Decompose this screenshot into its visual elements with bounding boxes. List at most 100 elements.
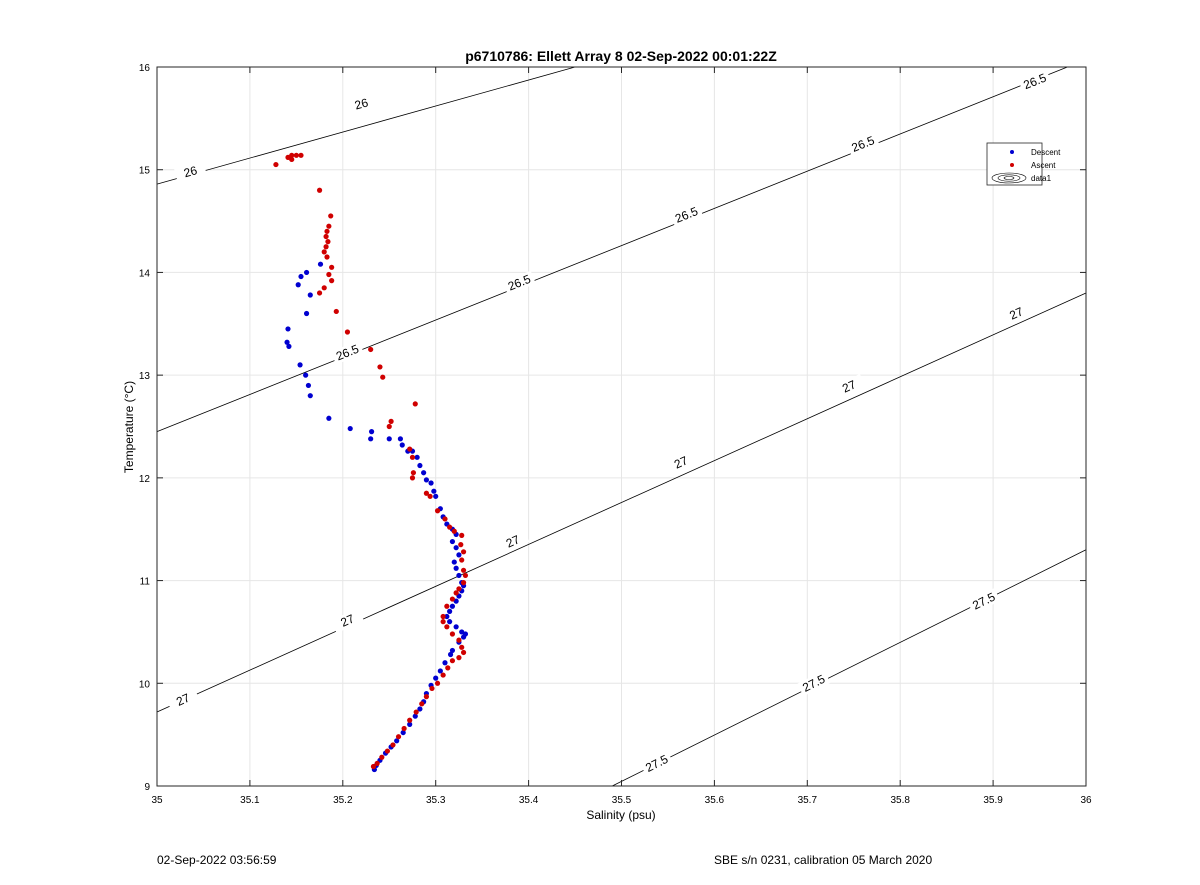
descent-point bbox=[285, 326, 291, 332]
y-tick-label: 13 bbox=[139, 371, 151, 382]
descent-point bbox=[456, 552, 462, 558]
contour-label: 27 bbox=[174, 690, 192, 708]
x-axis-label: Salinity (psu) bbox=[586, 808, 655, 822]
descent-point bbox=[347, 425, 353, 432]
contour-label-bg bbox=[999, 300, 1033, 327]
ascent-point bbox=[440, 619, 446, 625]
ascent-point bbox=[326, 223, 332, 229]
legend-contour-icon bbox=[991, 172, 1027, 184]
contour-label: 27 bbox=[338, 611, 356, 629]
descent-point bbox=[303, 310, 310, 317]
contour-label: 26 bbox=[182, 163, 199, 180]
ascent-point bbox=[456, 637, 462, 643]
contour-label-bg bbox=[797, 670, 831, 697]
x-tick-label: 35.4 bbox=[519, 795, 539, 806]
descent-point bbox=[460, 634, 467, 640]
x-tick-label: 35.6 bbox=[705, 795, 725, 806]
contour-label-bg bbox=[166, 687, 200, 713]
footer-calibration: SBE s/n 0231, calibration 05 March 2020 bbox=[714, 853, 933, 867]
descent-point bbox=[433, 675, 439, 681]
ascent-point bbox=[427, 493, 433, 499]
y-tick-label: 16 bbox=[139, 63, 151, 74]
ascent-point bbox=[444, 603, 450, 609]
isopycnal-line bbox=[156, 66, 576, 185]
ascent-point bbox=[324, 254, 330, 260]
descent-point bbox=[305, 382, 312, 389]
y-tick-label: 10 bbox=[139, 679, 151, 690]
ascent-point bbox=[289, 156, 295, 163]
ascent-point bbox=[458, 542, 464, 548]
ascent-point bbox=[390, 742, 396, 748]
chart-title: p6710786: Ellett Array 8 02-Sep-2022 00:… bbox=[465, 48, 777, 64]
ascent-point bbox=[293, 152, 299, 158]
isopycnal-line bbox=[612, 549, 1087, 787]
ascent-point bbox=[329, 278, 335, 284]
ascent-point bbox=[423, 490, 430, 496]
ascent-point bbox=[419, 701, 425, 707]
ascent-point bbox=[451, 528, 457, 534]
legend-ascent-label: Ascent bbox=[1031, 161, 1056, 170]
descent-point bbox=[368, 436, 374, 442]
contour-label: 27 bbox=[504, 532, 522, 550]
ascent-point bbox=[273, 161, 279, 168]
x-tick-label: 35.8 bbox=[890, 795, 910, 806]
ascent-point bbox=[434, 508, 441, 514]
contour-label-bg bbox=[502, 270, 536, 295]
ascent-point bbox=[462, 572, 469, 579]
ascent-point bbox=[298, 152, 304, 158]
legend-box bbox=[986, 142, 1043, 186]
ascent-point bbox=[368, 346, 374, 353]
contour-label: 26 bbox=[353, 95, 370, 112]
x-tick-label: 35.9 bbox=[983, 795, 1003, 806]
ascent-point bbox=[328, 213, 334, 219]
descent-point bbox=[451, 559, 457, 565]
axis-ticks: 35 35.1 35.2 35.3 35.4 35.5 35.6 35.7 35.8 35.9 36… bbox=[139, 63, 1092, 806]
ascent-point bbox=[440, 613, 446, 620]
descent-point bbox=[317, 261, 324, 267]
ascent-point bbox=[460, 649, 467, 656]
descent-point bbox=[407, 721, 413, 727]
legend[interactable]: Descent Ascent data1 bbox=[986, 142, 1061, 186]
descent-point bbox=[456, 572, 462, 579]
x-tick-label: 35 bbox=[151, 795, 163, 806]
descent-point bbox=[453, 545, 459, 551]
ascent-point bbox=[453, 590, 459, 596]
contour-label-bg bbox=[496, 528, 530, 555]
ascent-point bbox=[413, 709, 419, 715]
contour-label: 27 bbox=[1007, 304, 1025, 322]
descent-point bbox=[394, 738, 400, 744]
ascent-point bbox=[323, 244, 329, 250]
ascent-point bbox=[409, 454, 416, 460]
descent-point bbox=[368, 429, 375, 435]
descent-point bbox=[447, 608, 453, 614]
ascent-point bbox=[445, 665, 451, 671]
ascent-point bbox=[459, 644, 465, 650]
ascent-point bbox=[447, 524, 453, 530]
ascent-point bbox=[388, 418, 394, 424]
contour-label-bg bbox=[846, 131, 880, 157]
density-contours: 262626.526.526.526.526.527272727272727.5… bbox=[156, 66, 1087, 787]
ascent-point bbox=[434, 680, 441, 686]
ascent-point bbox=[444, 624, 450, 630]
descent-point bbox=[412, 713, 418, 719]
descent-point bbox=[286, 343, 292, 349]
ascent-point bbox=[386, 423, 392, 430]
descent-point bbox=[303, 372, 309, 378]
x-tick-label: 35.3 bbox=[426, 795, 446, 806]
descent-point bbox=[437, 668, 443, 674]
ascent-point bbox=[321, 249, 327, 255]
descent-point bbox=[449, 603, 456, 609]
descent-point bbox=[414, 454, 420, 460]
descent-point bbox=[307, 292, 313, 298]
contour-label-bg bbox=[640, 750, 674, 777]
ascent-point bbox=[401, 725, 407, 732]
legend-ascent-marker bbox=[1010, 163, 1014, 167]
descent-point bbox=[307, 393, 313, 399]
y-tick-label: 15 bbox=[139, 166, 151, 177]
legend-descent-marker bbox=[1010, 150, 1014, 154]
descent-point bbox=[433, 493, 439, 499]
ascent-point bbox=[449, 631, 456, 637]
series-ascent bbox=[273, 152, 469, 770]
contour-label: 27 bbox=[840, 377, 858, 395]
x-tick-label: 35.1 bbox=[240, 795, 260, 806]
